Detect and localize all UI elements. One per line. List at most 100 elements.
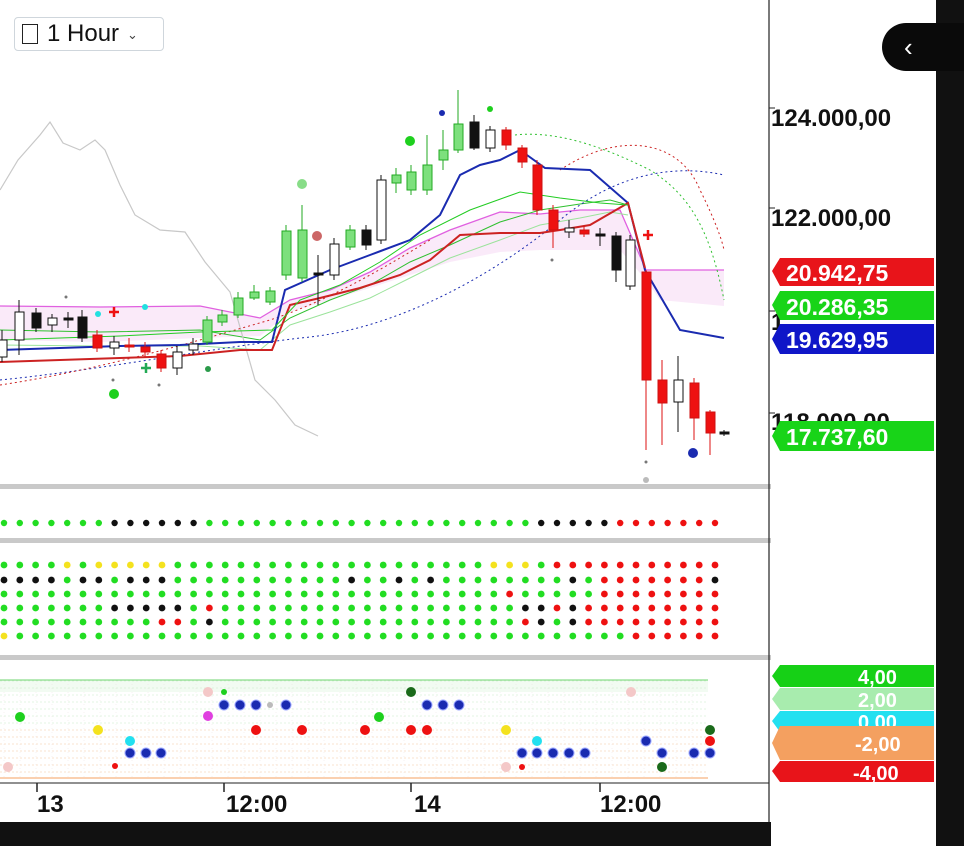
trend-dot xyxy=(95,519,103,527)
signal-matrix-dot xyxy=(458,604,466,612)
signal-dot xyxy=(439,110,445,116)
price-badge-kijun: 19.629,95 xyxy=(772,324,934,354)
signal-matrix-dot xyxy=(506,604,513,612)
signal-matrix-dot xyxy=(174,618,182,626)
trend-dot xyxy=(411,519,418,527)
signal-matrix-dot xyxy=(364,604,371,612)
collapse-panel-button[interactable]: ‹ xyxy=(882,23,964,71)
oscillator-dot xyxy=(203,711,213,721)
candle-body xyxy=(469,121,480,149)
oscillator-dot xyxy=(406,687,416,697)
signal-matrix-dot xyxy=(126,632,134,640)
candle-body xyxy=(485,129,496,149)
signal-matrix-dot xyxy=(190,590,198,598)
oscillator-dot xyxy=(579,747,591,759)
signal-matrix-dot xyxy=(158,604,166,612)
candle-body xyxy=(217,314,228,323)
oscillator-dot xyxy=(124,747,136,759)
signal-matrix-dot xyxy=(458,632,466,640)
signal-matrix-dot xyxy=(79,561,87,569)
forecast-line xyxy=(514,133,725,301)
signal-matrix-dot xyxy=(316,561,324,569)
trend-dot xyxy=(632,519,640,527)
trend-dot xyxy=(0,519,8,527)
signal-matrix-dot xyxy=(474,618,482,626)
timeframe-selector[interactable]: 1 Hour ⌄ xyxy=(14,17,164,51)
signal-dot xyxy=(205,366,211,372)
oscillator-badge-label: 2,00 xyxy=(858,690,897,712)
timeframe-label: 1 Hour xyxy=(47,20,120,47)
oscillator-badges: 4,00 2,00 0,00 -2,00 -4,00 xyxy=(772,665,934,785)
oscillator-badge: 4,00 xyxy=(772,665,934,689)
signal-matrix-dot xyxy=(711,604,719,612)
signal-matrix-dot xyxy=(348,604,355,612)
signal-matrix-dot xyxy=(300,576,308,584)
panel-separator xyxy=(0,655,940,660)
signal-matrix-dot xyxy=(616,561,624,569)
trend-dot xyxy=(648,519,655,527)
signal-matrix-dot xyxy=(253,576,261,584)
signal-matrix-dot xyxy=(126,590,134,598)
oscillator-dot xyxy=(155,747,167,759)
signal-matrix-dot xyxy=(332,618,340,626)
signal-matrix-dot xyxy=(585,632,592,640)
senkou-span-a xyxy=(0,209,724,319)
signal-matrix-dot xyxy=(632,632,640,640)
signal-matrix-dot xyxy=(601,561,608,569)
signal-matrix-dot xyxy=(711,632,719,640)
candle-body xyxy=(595,233,606,237)
signal-matrix-dot xyxy=(158,590,166,598)
signal-matrix-dot xyxy=(174,632,182,640)
signal-matrix-dot xyxy=(95,604,103,612)
price-badge-label: 19.629,95 xyxy=(786,327,889,353)
oscillator-dot xyxy=(437,699,449,711)
time-label: 12:00 xyxy=(600,791,661,818)
signal-matrix-dot xyxy=(648,576,656,584)
signal-matrix-dot xyxy=(48,618,55,626)
signal-matrix-dot xyxy=(648,590,656,598)
candle-body xyxy=(345,229,356,248)
signal-matrix-dot xyxy=(237,561,245,569)
signal-matrix-dot xyxy=(553,576,561,584)
signal-dot xyxy=(487,106,493,112)
signal-matrix-dot xyxy=(616,590,624,598)
oscillator-dot xyxy=(422,725,432,735)
oscillator-dot xyxy=(626,687,636,697)
signal-matrix-dot xyxy=(300,561,308,569)
signal-matrix-dot xyxy=(443,590,450,598)
signal-matrix-dot xyxy=(585,604,592,612)
signal-matrix-dot xyxy=(348,632,355,640)
trend-dot xyxy=(63,519,71,527)
signal-dot xyxy=(688,448,698,458)
lagging-span-line xyxy=(0,120,319,437)
oscillator-dot xyxy=(267,702,273,708)
signal-matrix-dot xyxy=(632,576,640,584)
candle-body xyxy=(281,230,292,276)
signal-matrix-dot xyxy=(142,604,150,612)
signal-matrix-dot xyxy=(395,618,403,626)
signal-matrix-dot xyxy=(316,590,324,598)
signal-matrix-dot xyxy=(221,561,229,569)
signal-markers xyxy=(64,106,698,483)
signal-matrix-dot xyxy=(0,561,8,569)
signal-matrix-dot xyxy=(443,618,450,626)
candle-body xyxy=(611,235,622,271)
candle-body xyxy=(689,382,700,419)
signal-matrix-dot xyxy=(253,618,261,626)
signal-matrix-dot xyxy=(680,618,687,626)
signal-matrix-dot xyxy=(253,604,261,612)
signal-matrix-dot xyxy=(285,618,292,626)
signal-matrix-dot xyxy=(32,576,39,584)
signal-matrix-dot xyxy=(569,590,577,598)
signal-dot xyxy=(644,460,648,464)
price-badge-cloud: 20.286,35 xyxy=(772,291,934,320)
signal-matrix-dot xyxy=(206,576,213,584)
signal-dot xyxy=(550,258,554,262)
oscillator-dot xyxy=(421,699,433,711)
signal-matrix-dot xyxy=(269,632,276,640)
signal-matrix-dot xyxy=(190,576,198,584)
candle-body xyxy=(453,123,464,151)
oscillator-dot xyxy=(360,725,370,735)
signal-matrix-dot xyxy=(16,604,24,612)
